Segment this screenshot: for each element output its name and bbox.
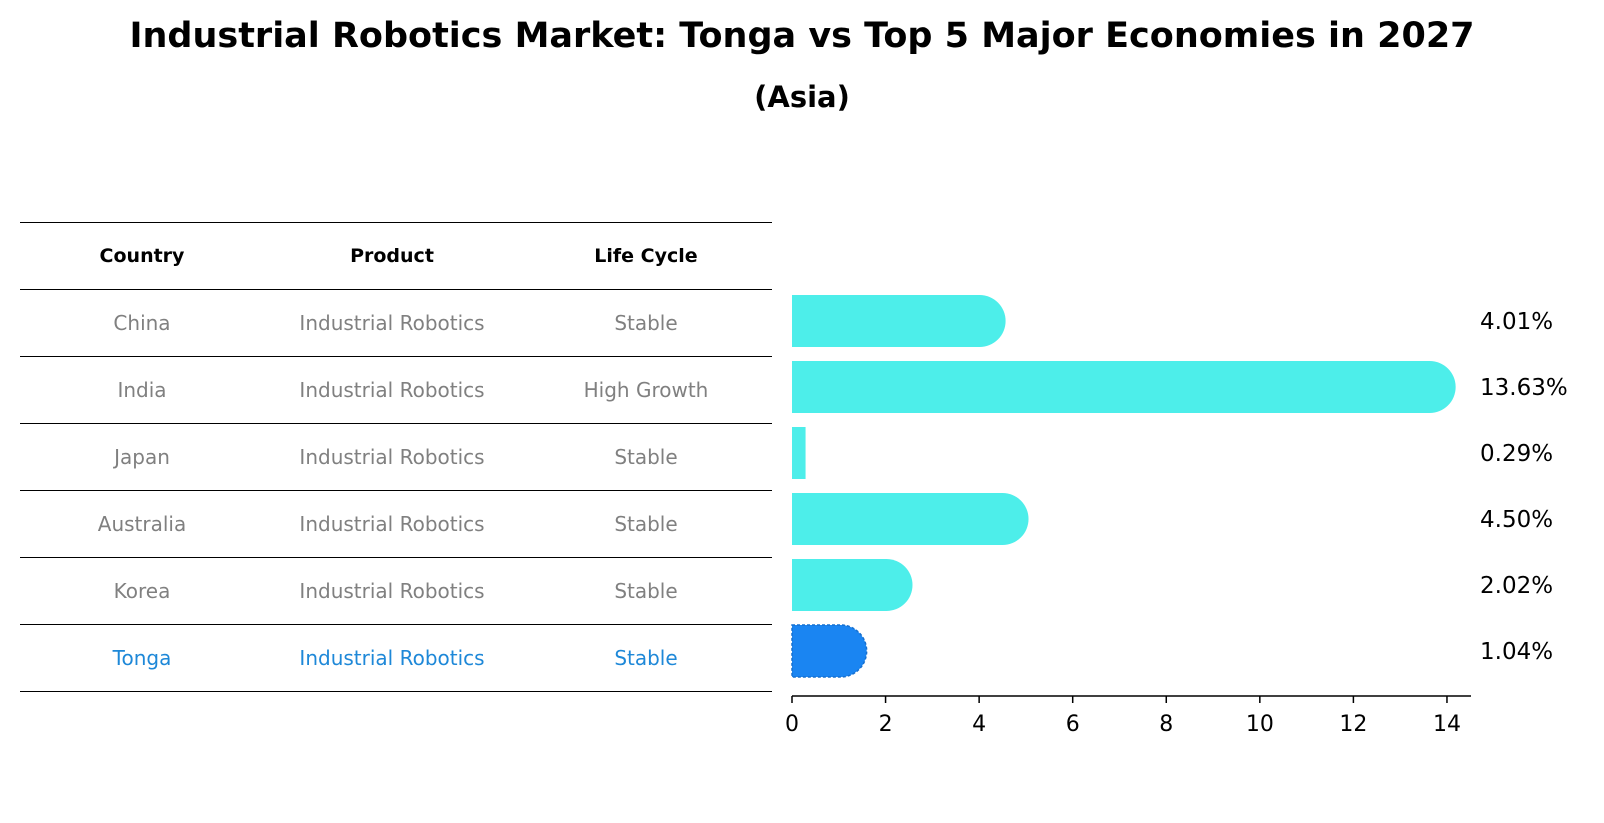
table-header-row: Country Product Life Cycle — [20, 222, 772, 289]
header-product: Product — [350, 245, 434, 267]
bar — [792, 493, 1029, 545]
table-row-highlight: Tonga Industrial Robotics Stable — [20, 624, 772, 692]
cell-country: Japan — [114, 445, 170, 469]
cell-life-cycle: Stable — [614, 445, 678, 469]
bar — [792, 361, 1456, 413]
cell-life-cycle: Stable — [614, 512, 678, 536]
x-tick-label: 6 — [1066, 712, 1080, 737]
cell-life-cycle: Stable — [614, 579, 678, 603]
chart-title: Industrial Robotics Market: Tonga vs Top… — [129, 16, 1475, 56]
cell-product: Industrial Robotics — [299, 378, 485, 402]
table-row: Korea Industrial Robotics Stable — [20, 557, 772, 624]
bar — [792, 295, 1006, 347]
data-table: Country Product Life Cycle China Industr… — [20, 222, 772, 692]
value-label: 13.63% — [1480, 375, 1568, 401]
chart-subtitle: (Asia) — [754, 80, 850, 114]
bar-highlight — [791, 624, 868, 678]
table-row: India Industrial Robotics High Growth — [20, 356, 772, 423]
x-tick-label: 14 — [1433, 712, 1461, 737]
cell-product: Industrial Robotics — [299, 579, 485, 603]
bar — [792, 427, 806, 479]
cell-product: Industrial Robotics — [299, 311, 485, 335]
cell-product: Industrial Robotics — [299, 445, 485, 469]
cell-product: Industrial Robotics — [299, 646, 485, 670]
x-tick-label: 0 — [785, 712, 799, 737]
cell-country: India — [117, 378, 167, 402]
table-row: China Industrial Robotics Stable — [20, 289, 772, 356]
cell-life-cycle: High Growth — [583, 378, 709, 402]
value-label: 1.04% — [1480, 639, 1553, 665]
table-row: Japan Industrial Robotics Stable — [20, 423, 772, 490]
value-label: 4.01% — [1480, 309, 1553, 335]
cell-country: China — [113, 311, 171, 335]
cell-life-cycle: Stable — [614, 646, 678, 670]
header-country: Country — [99, 245, 185, 267]
value-label: 2.02% — [1480, 573, 1553, 599]
bar — [792, 559, 913, 611]
cell-country: Tonga — [112, 646, 172, 670]
x-tick-label: 2 — [879, 712, 893, 737]
x-tick-label: 10 — [1246, 712, 1274, 737]
cell-life-cycle: Stable — [614, 311, 678, 335]
x-tick-label: 4 — [972, 712, 986, 737]
x-tick-label: 8 — [1159, 712, 1173, 737]
header-life-cycle: Life Cycle — [594, 245, 698, 267]
x-tick-label: 12 — [1339, 712, 1367, 737]
table-row: Australia Industrial Robotics Stable — [20, 490, 772, 557]
cell-product: Industrial Robotics — [299, 512, 485, 536]
value-label: 0.29% — [1480, 441, 1553, 467]
value-label: 4.50% — [1480, 507, 1553, 533]
cell-country: Korea — [113, 579, 171, 603]
cell-country: Australia — [97, 512, 187, 536]
